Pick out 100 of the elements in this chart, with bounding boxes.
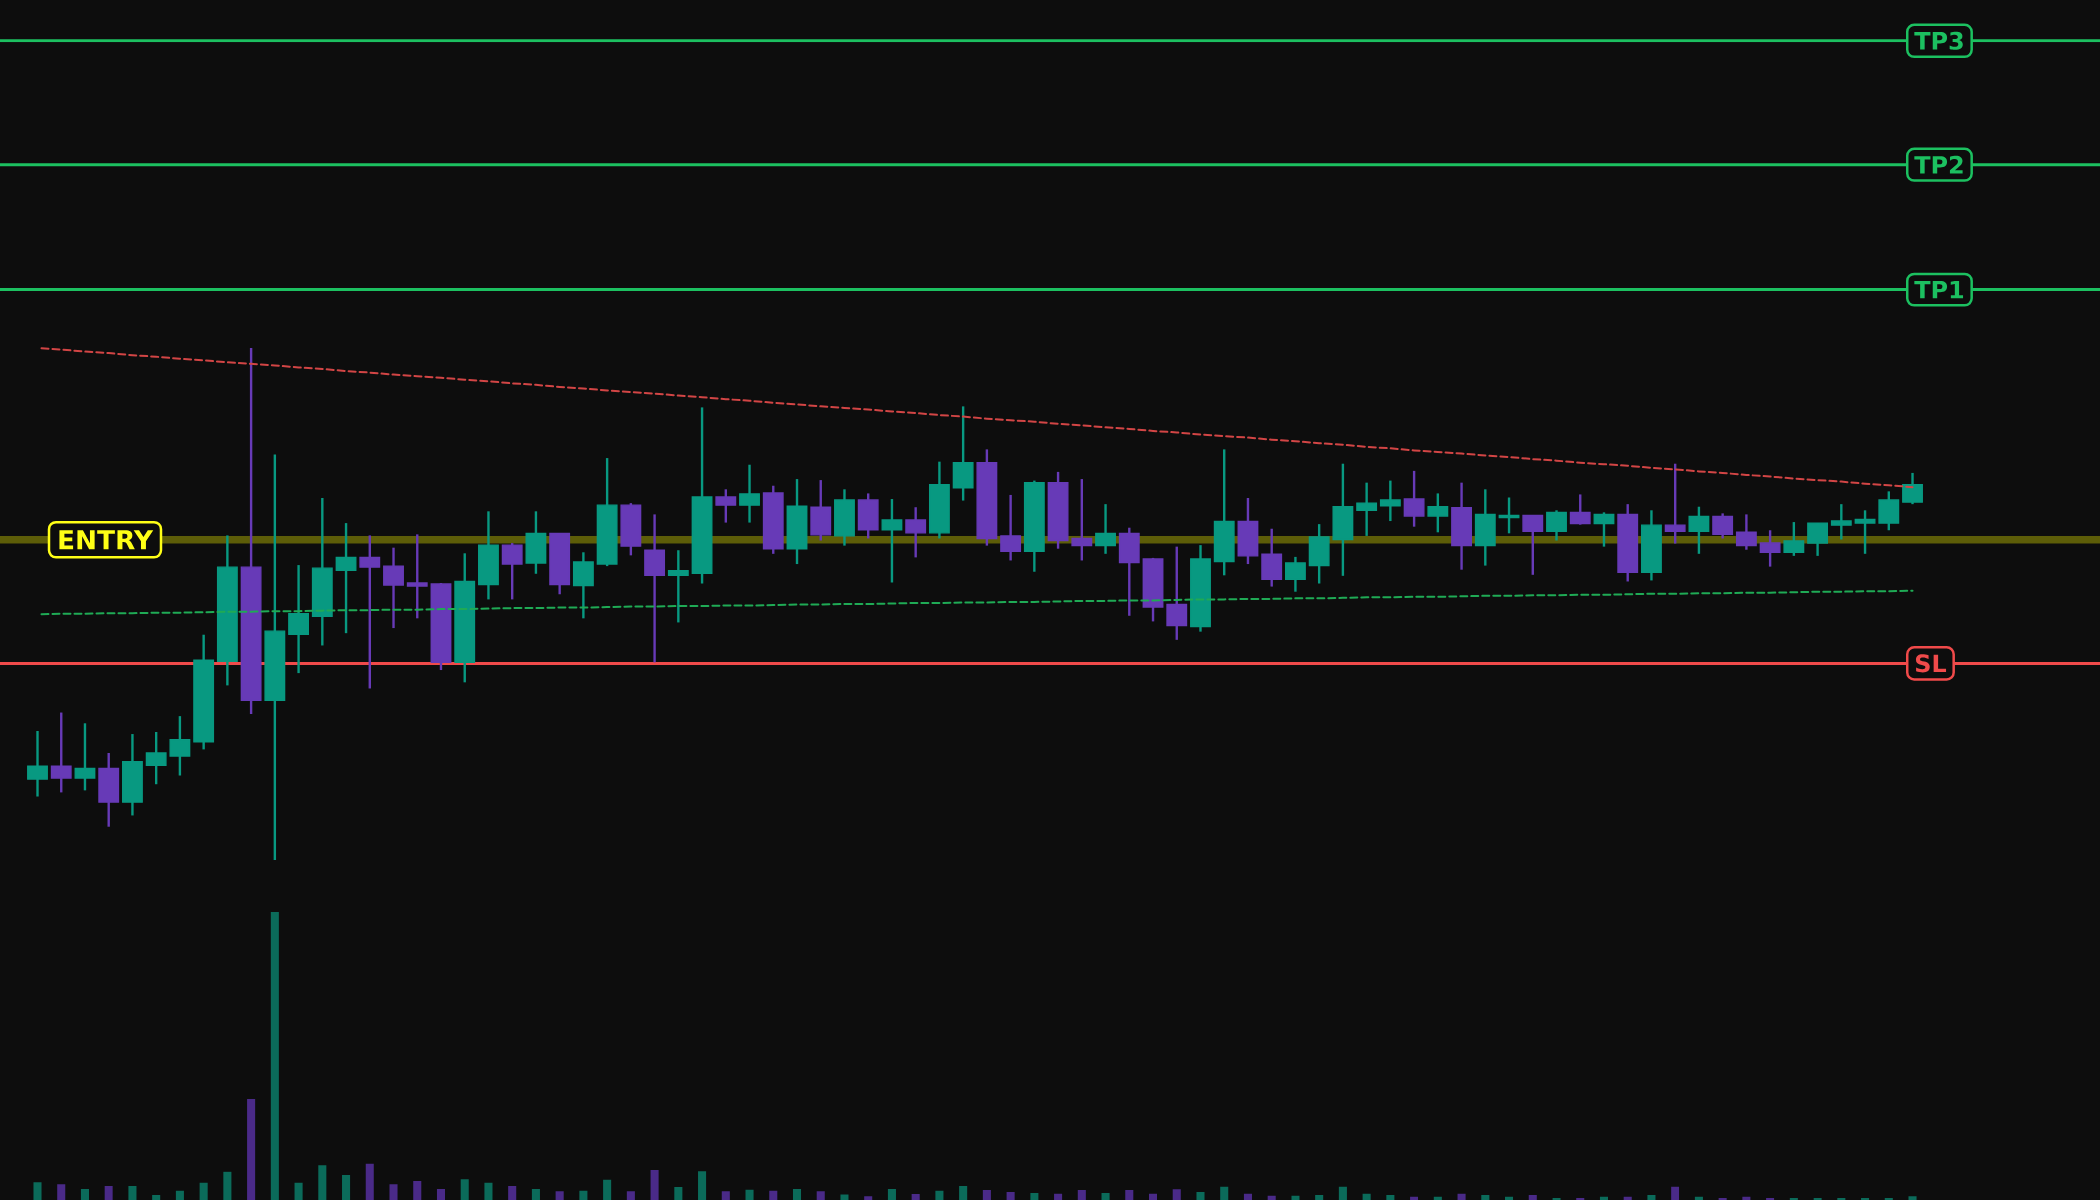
bar bbox=[579, 1190, 588, 1200]
bar bbox=[1220, 1186, 1229, 1200]
candlestick bbox=[715, 488, 737, 524]
bar bbox=[1623, 1196, 1632, 1200]
bar bbox=[1433, 1196, 1442, 1200]
bar bbox=[318, 1165, 327, 1200]
bar bbox=[531, 1189, 540, 1200]
candlestick bbox=[169, 714, 191, 777]
bar bbox=[1410, 1196, 1419, 1200]
bar bbox=[1077, 1189, 1086, 1200]
candlestick bbox=[1546, 509, 1567, 542]
bar bbox=[816, 1191, 825, 1200]
candlestick bbox=[739, 463, 760, 524]
candlestick bbox=[1403, 469, 1425, 528]
bar bbox=[698, 1171, 707, 1200]
bar bbox=[175, 1190, 184, 1200]
candlestick bbox=[1095, 502, 1116, 556]
candlestick bbox=[1759, 529, 1781, 568]
candlestick bbox=[572, 551, 594, 620]
bar bbox=[1528, 1195, 1537, 1200]
bar bbox=[674, 1187, 683, 1200]
candlestick bbox=[1807, 521, 1829, 558]
bar bbox=[1125, 1189, 1134, 1200]
bar bbox=[1505, 1196, 1514, 1200]
bar bbox=[650, 1170, 659, 1200]
bar bbox=[982, 1189, 991, 1200]
bar bbox=[33, 1182, 42, 1200]
bar bbox=[247, 1098, 256, 1200]
bar bbox=[864, 1196, 873, 1200]
bar bbox=[270, 911, 279, 1200]
candlestick bbox=[383, 546, 404, 630]
bar bbox=[1884, 1197, 1893, 1200]
bar bbox=[1694, 1196, 1703, 1200]
bar bbox=[1861, 1197, 1870, 1200]
candlestick bbox=[27, 729, 48, 798]
candlestick bbox=[406, 533, 428, 620]
candlestick bbox=[1854, 509, 1876, 556]
candlestick bbox=[288, 563, 310, 675]
bar bbox=[508, 1185, 517, 1200]
bar bbox=[603, 1179, 612, 1200]
candlestick bbox=[1166, 545, 1188, 642]
candlestick bbox=[881, 497, 903, 584]
candlestick bbox=[1427, 492, 1449, 534]
bar bbox=[1742, 1196, 1751, 1200]
bar bbox=[1315, 1195, 1324, 1200]
band-label: ENTRY bbox=[59, 530, 154, 550]
bar bbox=[1386, 1195, 1395, 1200]
bar bbox=[1054, 1193, 1063, 1200]
bar bbox=[1481, 1195, 1490, 1200]
bar bbox=[1718, 1197, 1727, 1200]
bar bbox=[199, 1182, 208, 1200]
bar bbox=[1101, 1193, 1110, 1200]
candlestick bbox=[1688, 505, 1710, 556]
bar bbox=[1671, 1186, 1680, 1200]
ref-line-label: TP1 bbox=[1914, 280, 1964, 299]
bar bbox=[959, 1185, 968, 1200]
ref-line-label: TP3 bbox=[1914, 31, 1963, 50]
bar bbox=[57, 1184, 66, 1200]
bar bbox=[342, 1174, 351, 1200]
bar bbox=[555, 1191, 564, 1200]
bar bbox=[840, 1194, 849, 1200]
bar bbox=[294, 1182, 303, 1200]
candlestick bbox=[1902, 471, 1923, 506]
bar bbox=[1006, 1191, 1015, 1200]
candlestick bbox=[50, 711, 72, 794]
bar bbox=[792, 1189, 802, 1200]
bar bbox=[721, 1191, 730, 1200]
bar bbox=[460, 1179, 469, 1200]
bar bbox=[1908, 1196, 1917, 1200]
candlestick bbox=[1830, 502, 1852, 541]
candlestick bbox=[359, 534, 381, 690]
bar bbox=[1362, 1193, 1371, 1200]
candlestick bbox=[1356, 481, 1378, 538]
candlestick bbox=[1071, 477, 1093, 562]
candlestick bbox=[667, 549, 689, 624]
bar bbox=[1457, 1193, 1466, 1200]
bar bbox=[484, 1182, 493, 1200]
bar bbox=[1647, 1195, 1656, 1200]
ref-line-label: SL bbox=[1915, 654, 1947, 673]
bar bbox=[80, 1189, 90, 1200]
bar bbox=[1813, 1197, 1822, 1200]
bar bbox=[1267, 1195, 1276, 1200]
bar bbox=[223, 1171, 232, 1200]
bar bbox=[1338, 1186, 1347, 1200]
candlestick bbox=[905, 506, 927, 559]
candlestick bbox=[1569, 493, 1591, 526]
candlestick bbox=[145, 730, 167, 786]
bar bbox=[1243, 1193, 1252, 1200]
candlestick bbox=[335, 521, 357, 635]
candlestick bbox=[1522, 514, 1544, 577]
candlestick bbox=[1379, 479, 1401, 523]
candlestick bbox=[1878, 490, 1900, 532]
bar bbox=[1599, 1196, 1609, 1200]
bar bbox=[911, 1193, 920, 1200]
bar bbox=[1766, 1197, 1775, 1200]
bar bbox=[152, 1195, 161, 1200]
bar bbox=[128, 1185, 137, 1200]
bar bbox=[1148, 1193, 1158, 1200]
bar bbox=[413, 1181, 422, 1200]
bar bbox=[1196, 1191, 1205, 1200]
